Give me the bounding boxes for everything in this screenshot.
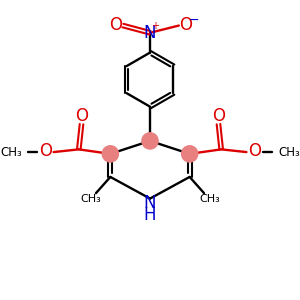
Text: N: N [144, 24, 156, 42]
Circle shape [182, 146, 198, 162]
Text: +: + [152, 21, 159, 31]
Text: CH₃: CH₃ [0, 146, 22, 159]
Text: O: O [248, 142, 261, 160]
Text: O: O [109, 16, 122, 34]
Text: O: O [212, 107, 225, 125]
Text: CH₃: CH₃ [278, 146, 300, 159]
Text: O: O [39, 142, 52, 160]
Text: H: H [144, 206, 156, 224]
Text: O: O [179, 16, 193, 34]
Circle shape [142, 133, 158, 149]
Text: −: − [189, 14, 200, 27]
Text: O: O [75, 107, 88, 125]
Text: N: N [144, 194, 156, 212]
Text: CH₃: CH₃ [80, 194, 101, 204]
Circle shape [102, 146, 119, 162]
Text: CH₃: CH₃ [199, 194, 220, 204]
